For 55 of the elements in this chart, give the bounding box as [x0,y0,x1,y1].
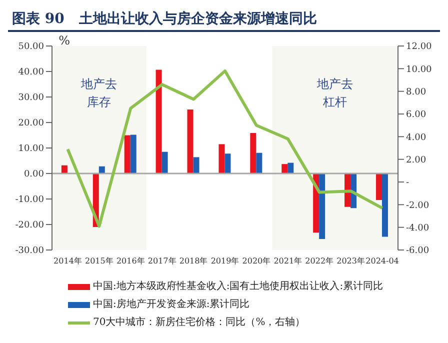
bar [319,174,326,240]
y2-tick-label: 4.00 [406,132,426,143]
y-tick-label: 50.00 [18,42,44,52]
bar [124,135,130,174]
band-label: 地产去库存 [80,77,118,109]
x-tick-label: 2014年 [54,256,82,266]
y2-tick-label: 10.00 [406,64,432,75]
y2-tick-label: 2.00 [406,156,426,166]
chart-title: 图表 90 土地出让收入与房企资金来源增速同比 [8,8,440,32]
y2-tick-label: 8.00 [406,88,426,98]
bar [218,144,225,174]
bar [156,70,162,174]
x-tick-label: 2021年 [274,256,302,266]
x-tick-label: 2022年 [305,256,334,266]
bar [224,154,231,174]
bar [282,164,288,174]
x-tick-label: 2020年 [242,256,271,266]
y-tick-label: 30.00 [18,93,44,104]
legend-label: 70大中城市：新房住宅价格：同比（%，右轴） [93,316,306,330]
bar [288,162,294,174]
y-tick-label: 10.00 [18,144,44,154]
y-tick-label: 20.00 [18,118,44,129]
legend-label: 中国:地方本级政府性基金收入:国有土地使用权出让收入:累计同比 [93,280,384,294]
x-tick-label: 2017年 [148,256,176,266]
x-tick-label: 2023年 [336,256,365,266]
y2-tick-label: 12.00 [406,42,432,52]
y-tick-label: 40.00 [18,68,44,78]
y2-tick-label: 6.00 [406,110,426,120]
line-series [66,69,384,228]
y-tick-label: 0.00 [24,170,44,180]
y-tick-label: -10.00 [15,195,44,206]
y2-tick-label: -4.00 [406,224,430,234]
x-tick-label: 2015年 [85,256,114,266]
bar [250,132,256,174]
bar [130,134,136,174]
bar [61,165,68,174]
x-tick-label: 2016年 [116,256,145,266]
y-tick-label: -30.00 [15,246,44,256]
x-tick-label: 2018年 [179,256,208,266]
bar [376,174,382,200]
band-label: 地产去杠杆 [316,77,354,109]
y-axis-title: % [58,34,70,48]
x-tick-label: 2024-04 [366,256,399,266]
bar [193,157,200,174]
bar [382,174,388,237]
y-tick-label: -20.00 [15,220,44,231]
bar [256,152,262,174]
bar [162,152,168,174]
bar [187,109,194,174]
y2-tick-label: -6.00 [406,246,430,256]
x-tick-label: 2019年 [210,256,240,266]
y2-tick-label: - [406,178,410,188]
y2-tick-label: -2.00 [406,200,430,211]
legend-label: 中国:房地产开发资金来源:累计同比 [93,298,250,312]
bar [98,166,105,174]
